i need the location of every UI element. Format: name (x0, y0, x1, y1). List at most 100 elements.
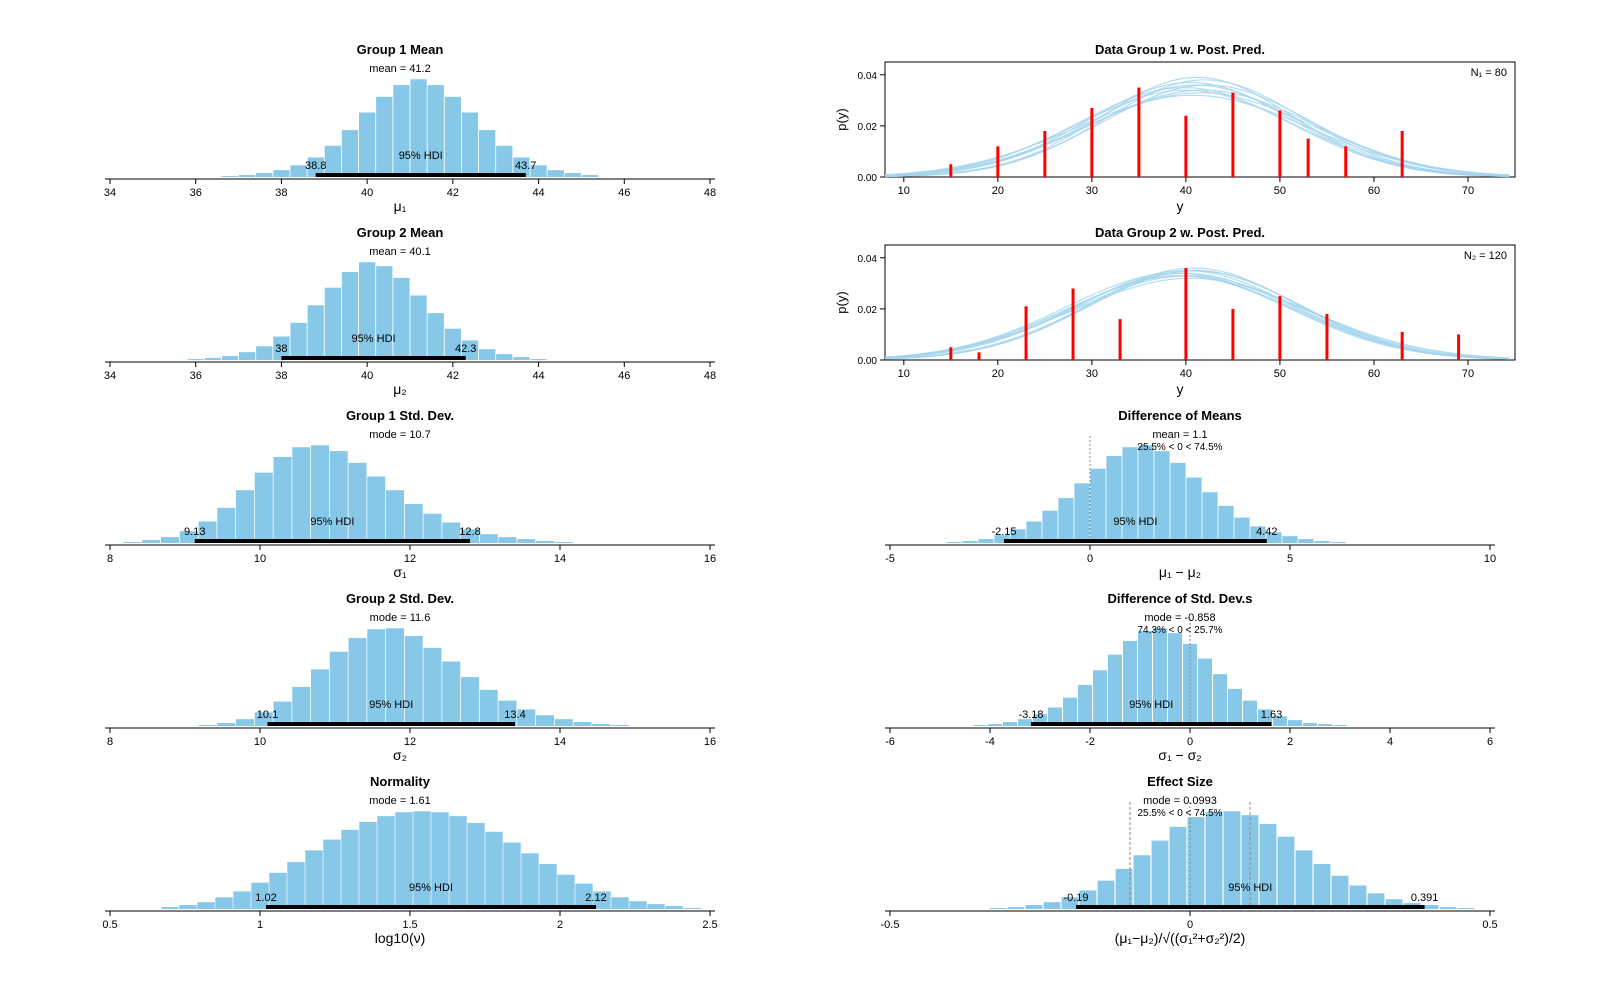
svg-text:20: 20 (992, 368, 1004, 380)
svg-text:60: 60 (1368, 368, 1380, 380)
svg-text:σ₂: σ₂ (393, 747, 407, 763)
chart-grid: Group 1 Mean38.843.795% HDImean = 41.234… (50, 40, 1550, 947)
panel-diff-sd: Difference of Std. Dev.s-3.181.6395% HDI… (830, 589, 1550, 764)
svg-text:95% HDI: 95% HDI (310, 516, 354, 528)
svg-text:0.5: 0.5 (1482, 919, 1497, 931)
svg-text:25.5% < 0 < 74.5%: 25.5% < 0 < 74.5% (1137, 808, 1222, 819)
svg-text:σ₁: σ₁ (393, 564, 407, 580)
svg-text:mode = 10.7: mode = 10.7 (369, 429, 430, 441)
svg-text:0.02: 0.02 (858, 305, 878, 316)
svg-text:2.12: 2.12 (585, 892, 606, 904)
svg-text:-2.15: -2.15 (991, 526, 1016, 538)
svg-text:16: 16 (704, 553, 716, 565)
svg-text:95% HDI: 95% HDI (1129, 699, 1173, 711)
svg-text:44: 44 (532, 187, 544, 199)
svg-text:6: 6 (1487, 736, 1493, 748)
panel-effsize: Effect Size-0.190.39195% HDImode = 0.099… (830, 772, 1550, 947)
svg-text:Group 2 Mean: Group 2 Mean (357, 225, 444, 240)
svg-text:34: 34 (104, 370, 116, 382)
panel-sd1: Group 1 Std. Dev.9.1312.895% HDImode = 1… (50, 406, 770, 581)
svg-text:30: 30 (1086, 185, 1098, 197)
svg-text:4: 4 (1387, 736, 1393, 748)
svg-text:70: 70 (1462, 185, 1474, 197)
svg-text:13.4: 13.4 (504, 709, 525, 721)
svg-text:95% HDI: 95% HDI (352, 333, 396, 345)
svg-text:43.7: 43.7 (515, 160, 536, 172)
svg-diff-sd: Difference of Std. Dev.s-3.181.6395% HDI… (830, 589, 1530, 764)
panel-sd2: Group 2 Std. Dev.10.113.495% HDImode = 1… (50, 589, 770, 764)
svg-text:log10(ν): log10(ν) (375, 930, 426, 946)
svg-text:48: 48 (704, 370, 716, 382)
svg-text:-6: -6 (885, 736, 895, 748)
panel-diff-mu: Difference of Means-2.154.4295% HDImean … (830, 406, 1550, 581)
svg-text:10: 10 (254, 736, 266, 748)
svg-text:34: 34 (104, 187, 116, 199)
svg-text:mean = 40.1: mean = 40.1 (369, 246, 430, 258)
svg-text:μ₂: μ₂ (393, 381, 407, 397)
svg-text:10: 10 (254, 553, 266, 565)
svg-text:40: 40 (1180, 368, 1192, 380)
svg-text:2: 2 (1287, 736, 1293, 748)
svg-text:95% HDI: 95% HDI (409, 882, 453, 894)
svg-text:44: 44 (532, 370, 544, 382)
svg-text:Group 2 Std. Dev.: Group 2 Std. Dev. (346, 591, 454, 606)
svg-text:14: 14 (554, 736, 566, 748)
svg-text:mode = 0.0993: mode = 0.0993 (1143, 795, 1217, 807)
svg-pp2: Data Group 2 w. Post. Pred.1020304050607… (830, 223, 1530, 398)
svg-text:1.02: 1.02 (255, 892, 276, 904)
svg-text:mean = 41.2: mean = 41.2 (369, 63, 430, 75)
svg-text:2.5: 2.5 (702, 919, 717, 931)
svg-text:1.63: 1.63 (1261, 709, 1282, 721)
svg-text:mode = 11.6: mode = 11.6 (370, 612, 431, 624)
svg-text:60: 60 (1368, 185, 1380, 197)
svg-text:38: 38 (275, 343, 287, 355)
svg-text:Data Group 1 w. Post. Pred.: Data Group 1 w. Post. Pred. (1095, 42, 1265, 57)
svg-text:42.3: 42.3 (455, 343, 476, 355)
svg-text:95% HDI: 95% HDI (1228, 882, 1272, 894)
panel-mu1: Group 1 Mean38.843.795% HDImean = 41.234… (50, 40, 770, 215)
svg-text:95% HDI: 95% HDI (369, 699, 413, 711)
svg-text:-2: -2 (1085, 736, 1095, 748)
svg-text:σ₁ − σ₂: σ₁ − σ₂ (1158, 747, 1201, 763)
svg-effsize: Effect Size-0.190.39195% HDImode = 0.099… (830, 772, 1530, 947)
svg-text:30: 30 (1086, 368, 1098, 380)
svg-text:Data Group 2 w. Post. Pred.: Data Group 2 w. Post. Pred. (1095, 225, 1265, 240)
svg-text:N₂ = 120: N₂ = 120 (1464, 250, 1507, 262)
svg-text:mode = -0.858: mode = -0.858 (1144, 612, 1215, 624)
svg-text:p(y): p(y) (834, 291, 849, 313)
svg-text:36: 36 (190, 187, 202, 199)
svg-text:8: 8 (107, 553, 113, 565)
svg-mu2: Group 2 Mean3842.395% HDImean = 40.13436… (50, 223, 750, 398)
svg-text:μ₁ − μ₂: μ₁ − μ₂ (1159, 564, 1201, 580)
svg-text:40: 40 (361, 187, 373, 199)
svg-text:9.13: 9.13 (184, 526, 205, 538)
svg-text:50: 50 (1274, 368, 1286, 380)
svg-text:Group 1 Std. Dev.: Group 1 Std. Dev. (346, 408, 454, 423)
svg-text:70: 70 (1462, 368, 1474, 380)
svg-text:10: 10 (1484, 553, 1496, 565)
svg-diff-mu: Difference of Means-2.154.4295% HDImean … (830, 406, 1530, 581)
svg-text:Normality: Normality (370, 774, 431, 789)
svg-text:48: 48 (704, 187, 716, 199)
panel-pp1: Data Group 1 w. Post. Pred.1020304050607… (830, 40, 1550, 215)
svg-text:0.04: 0.04 (858, 254, 878, 265)
svg-text:95% HDI: 95% HDI (399, 150, 443, 162)
svg-text:0.391: 0.391 (1411, 892, 1439, 904)
svg-text:mean = 1.1: mean = 1.1 (1152, 429, 1207, 441)
svg-text:0.5: 0.5 (102, 919, 117, 931)
svg-mu1: Group 1 Mean38.843.795% HDImean = 41.234… (50, 40, 750, 215)
svg-text:0.00: 0.00 (858, 173, 878, 184)
svg-sd1: Group 1 Std. Dev.9.1312.895% HDImode = 1… (50, 406, 750, 581)
svg-normality: Normality1.022.1295% HDImode = 1.610.511… (50, 772, 750, 947)
svg-text:Difference of Std. Dev.s: Difference of Std. Dev.s (1108, 591, 1253, 606)
svg-text:25.5% < 0 < 74.5%: 25.5% < 0 < 74.5% (1137, 442, 1222, 453)
svg-text:0.00: 0.00 (858, 356, 878, 367)
svg-text:-0.5: -0.5 (881, 919, 900, 931)
svg-text:38: 38 (275, 370, 287, 382)
svg-text:38: 38 (275, 187, 287, 199)
svg-text:N₁ = 80: N₁ = 80 (1471, 67, 1507, 79)
svg-text:40: 40 (361, 370, 373, 382)
svg-text:10: 10 (898, 185, 910, 197)
svg-text:42: 42 (447, 370, 459, 382)
svg-text:y: y (1177, 381, 1184, 397)
